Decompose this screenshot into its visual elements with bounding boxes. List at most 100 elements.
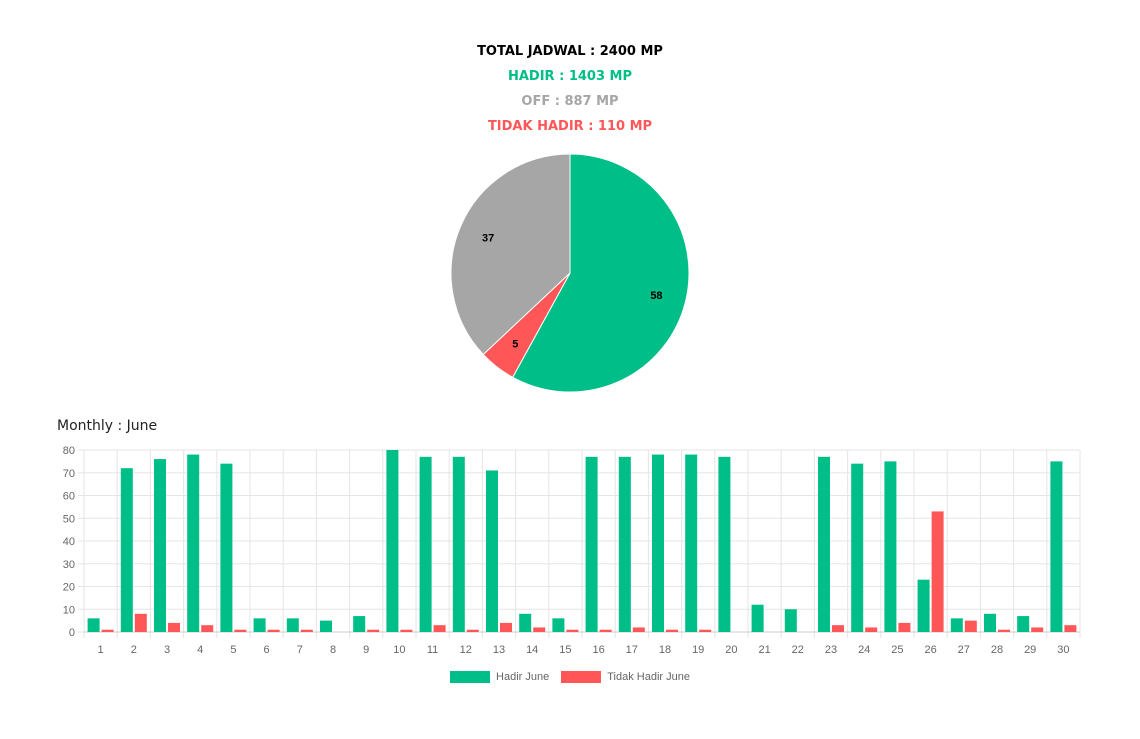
bar-hadir-day-10[interactable] (386, 450, 399, 632)
bar-tidak-hadir-day-11[interactable] (433, 625, 446, 632)
legend-swatch-tidak-hadir (561, 671, 602, 683)
x-tick-label: 15 (559, 644, 571, 656)
pie-label-tidak-hadir: 5 (512, 339, 518, 351)
bar-tidak-hadir-day-24[interactable] (865, 627, 878, 632)
bar-hadir-day-24[interactable] (851, 463, 864, 632)
x-tick-label: 17 (626, 644, 638, 656)
bar-tidak-hadir-day-6[interactable] (267, 629, 280, 632)
y-tick-label: 0 (69, 627, 75, 639)
x-tick-label: 23 (825, 644, 837, 656)
pie-label-off: 37 (482, 233, 494, 245)
summary-total: TOTAL JADWAL : 2400 MP (477, 44, 663, 59)
x-tick-label: 10 (393, 644, 405, 656)
x-tick-label: 27 (958, 644, 970, 656)
monthly-title: Monthly : June (57, 418, 158, 434)
bar-hadir-day-19[interactable] (685, 454, 698, 632)
bar-hadir-day-5[interactable] (220, 463, 233, 632)
legend-item-hadir[interactable]: Hadir June (450, 671, 549, 683)
bar-tidak-hadir-day-27[interactable] (964, 620, 977, 632)
bar-tidak-hadir-day-15[interactable] (566, 629, 579, 632)
y-tick-label: 70 (63, 468, 75, 480)
x-tick-label: 13 (493, 644, 505, 656)
bar-tidak-hadir-day-25[interactable] (898, 622, 911, 632)
bar-hadir-day-12[interactable] (452, 456, 465, 632)
x-tick-label: 6 (264, 644, 270, 656)
x-tick-label: 18 (659, 644, 671, 656)
bar-hadir-day-6[interactable] (253, 618, 266, 632)
bar-tidak-hadir-day-3[interactable] (168, 622, 180, 632)
bar-tidak-hadir-day-5[interactable] (234, 629, 247, 632)
x-tick-label: 25 (891, 644, 903, 656)
bar-tidak-hadir-day-1[interactable] (101, 629, 114, 632)
bar-tidak-hadir-day-29[interactable] (1031, 627, 1044, 632)
bar-tidak-hadir-day-4[interactable] (201, 625, 214, 632)
bar-tidak-hadir-day-19[interactable] (699, 629, 712, 632)
bar-hadir-day-29[interactable] (1017, 616, 1030, 632)
x-tick-label: 7 (297, 644, 303, 656)
bar-tidak-hadir-day-9[interactable] (367, 629, 380, 632)
summary-off: OFF : 887 MP (521, 94, 619, 109)
bar-tidak-hadir-day-17[interactable] (632, 627, 645, 632)
bar-tidak-hadir-day-18[interactable] (666, 629, 678, 632)
bar-hadir-day-13[interactable] (486, 470, 498, 632)
legend-swatch-hadir (450, 671, 491, 683)
bar-tidak-hadir-day-10[interactable] (400, 629, 413, 632)
y-tick-label: 40 (63, 536, 75, 548)
bar-hadir-day-17[interactable] (618, 456, 631, 632)
bar-hadir-day-8[interactable] (320, 620, 332, 632)
bar-hadir-day-22[interactable] (784, 609, 797, 632)
bar-hadir-day-2[interactable] (120, 468, 133, 632)
bar-hadir-day-16[interactable] (585, 456, 598, 632)
bar-hadir-day-26[interactable] (917, 579, 930, 632)
x-tick-label: 14 (526, 644, 538, 656)
pie-slice-hadir[interactable] (511, 153, 690, 393)
pie-slice-off[interactable] (450, 153, 571, 356)
x-tick-label: 12 (460, 644, 472, 656)
x-tick-label: 24 (858, 644, 870, 656)
x-tick-label: 22 (792, 644, 804, 656)
bar-tidak-hadir-day-7[interactable] (300, 629, 313, 632)
x-tick-label: 4 (197, 644, 203, 656)
summary-hadir: HADIR : 1403 MP (507, 69, 632, 84)
bar-hadir-day-4[interactable] (187, 454, 200, 632)
bar-tidak-hadir-day-12[interactable] (466, 629, 479, 632)
legend-label-tidak-hadir: Tidak Hadir June (607, 671, 690, 683)
bar-tidak-hadir-day-13[interactable] (500, 622, 512, 632)
bar-tidak-hadir-day-14[interactable] (533, 627, 546, 632)
bar-hadir-day-20[interactable] (718, 456, 731, 632)
bar-hadir-day-28[interactable] (984, 613, 996, 632)
x-tick-label: 20 (725, 644, 737, 656)
y-tick-label: 10 (63, 604, 75, 616)
bar-hadir-day-11[interactable] (419, 456, 432, 632)
bar-hadir-day-1[interactable] (87, 618, 100, 632)
x-tick-label: 2 (131, 644, 137, 656)
bar-hadir-day-15[interactable] (552, 618, 565, 632)
bar-tidak-hadir-day-16[interactable] (599, 629, 612, 632)
y-tick-label: 30 (63, 559, 75, 571)
bar-hadir-day-30[interactable] (1050, 461, 1063, 632)
bar-hadir-day-9[interactable] (353, 616, 366, 632)
x-tick-label: 11 (427, 644, 438, 656)
summary-tidak-hadir: TIDAK HADIR : 110 MP (487, 119, 653, 134)
bar-hadir-day-25[interactable] (884, 461, 897, 632)
bar-hadir-day-18[interactable] (652, 454, 664, 632)
y-tick-label: 80 (63, 445, 75, 457)
x-tick-label: 29 (1024, 644, 1036, 656)
bar-hadir-day-3[interactable] (154, 459, 166, 632)
legend-label-hadir: Hadir June (496, 671, 550, 683)
bar-hadir-day-7[interactable] (286, 618, 299, 632)
bar-hadir-day-14[interactable] (519, 613, 532, 632)
x-tick-label: 16 (592, 644, 604, 656)
bar-tidak-hadir-day-30[interactable] (1064, 625, 1077, 632)
bar-hadir-day-27[interactable] (950, 618, 963, 632)
bar-tidak-hadir-day-23[interactable] (832, 625, 844, 632)
bar-hadir-day-23[interactable] (818, 456, 830, 632)
x-tick-label: 1 (98, 644, 104, 656)
bar-tidak-hadir-day-26[interactable] (931, 511, 944, 632)
bar-hadir-day-21[interactable] (751, 604, 764, 632)
bar-tidak-hadir-day-2[interactable] (134, 613, 147, 632)
x-tick-label: 21 (758, 644, 770, 656)
legend-item-tidak-hadir[interactable]: Tidak Hadir June (561, 671, 690, 683)
bar-tidak-hadir-day-28[interactable] (998, 629, 1010, 632)
